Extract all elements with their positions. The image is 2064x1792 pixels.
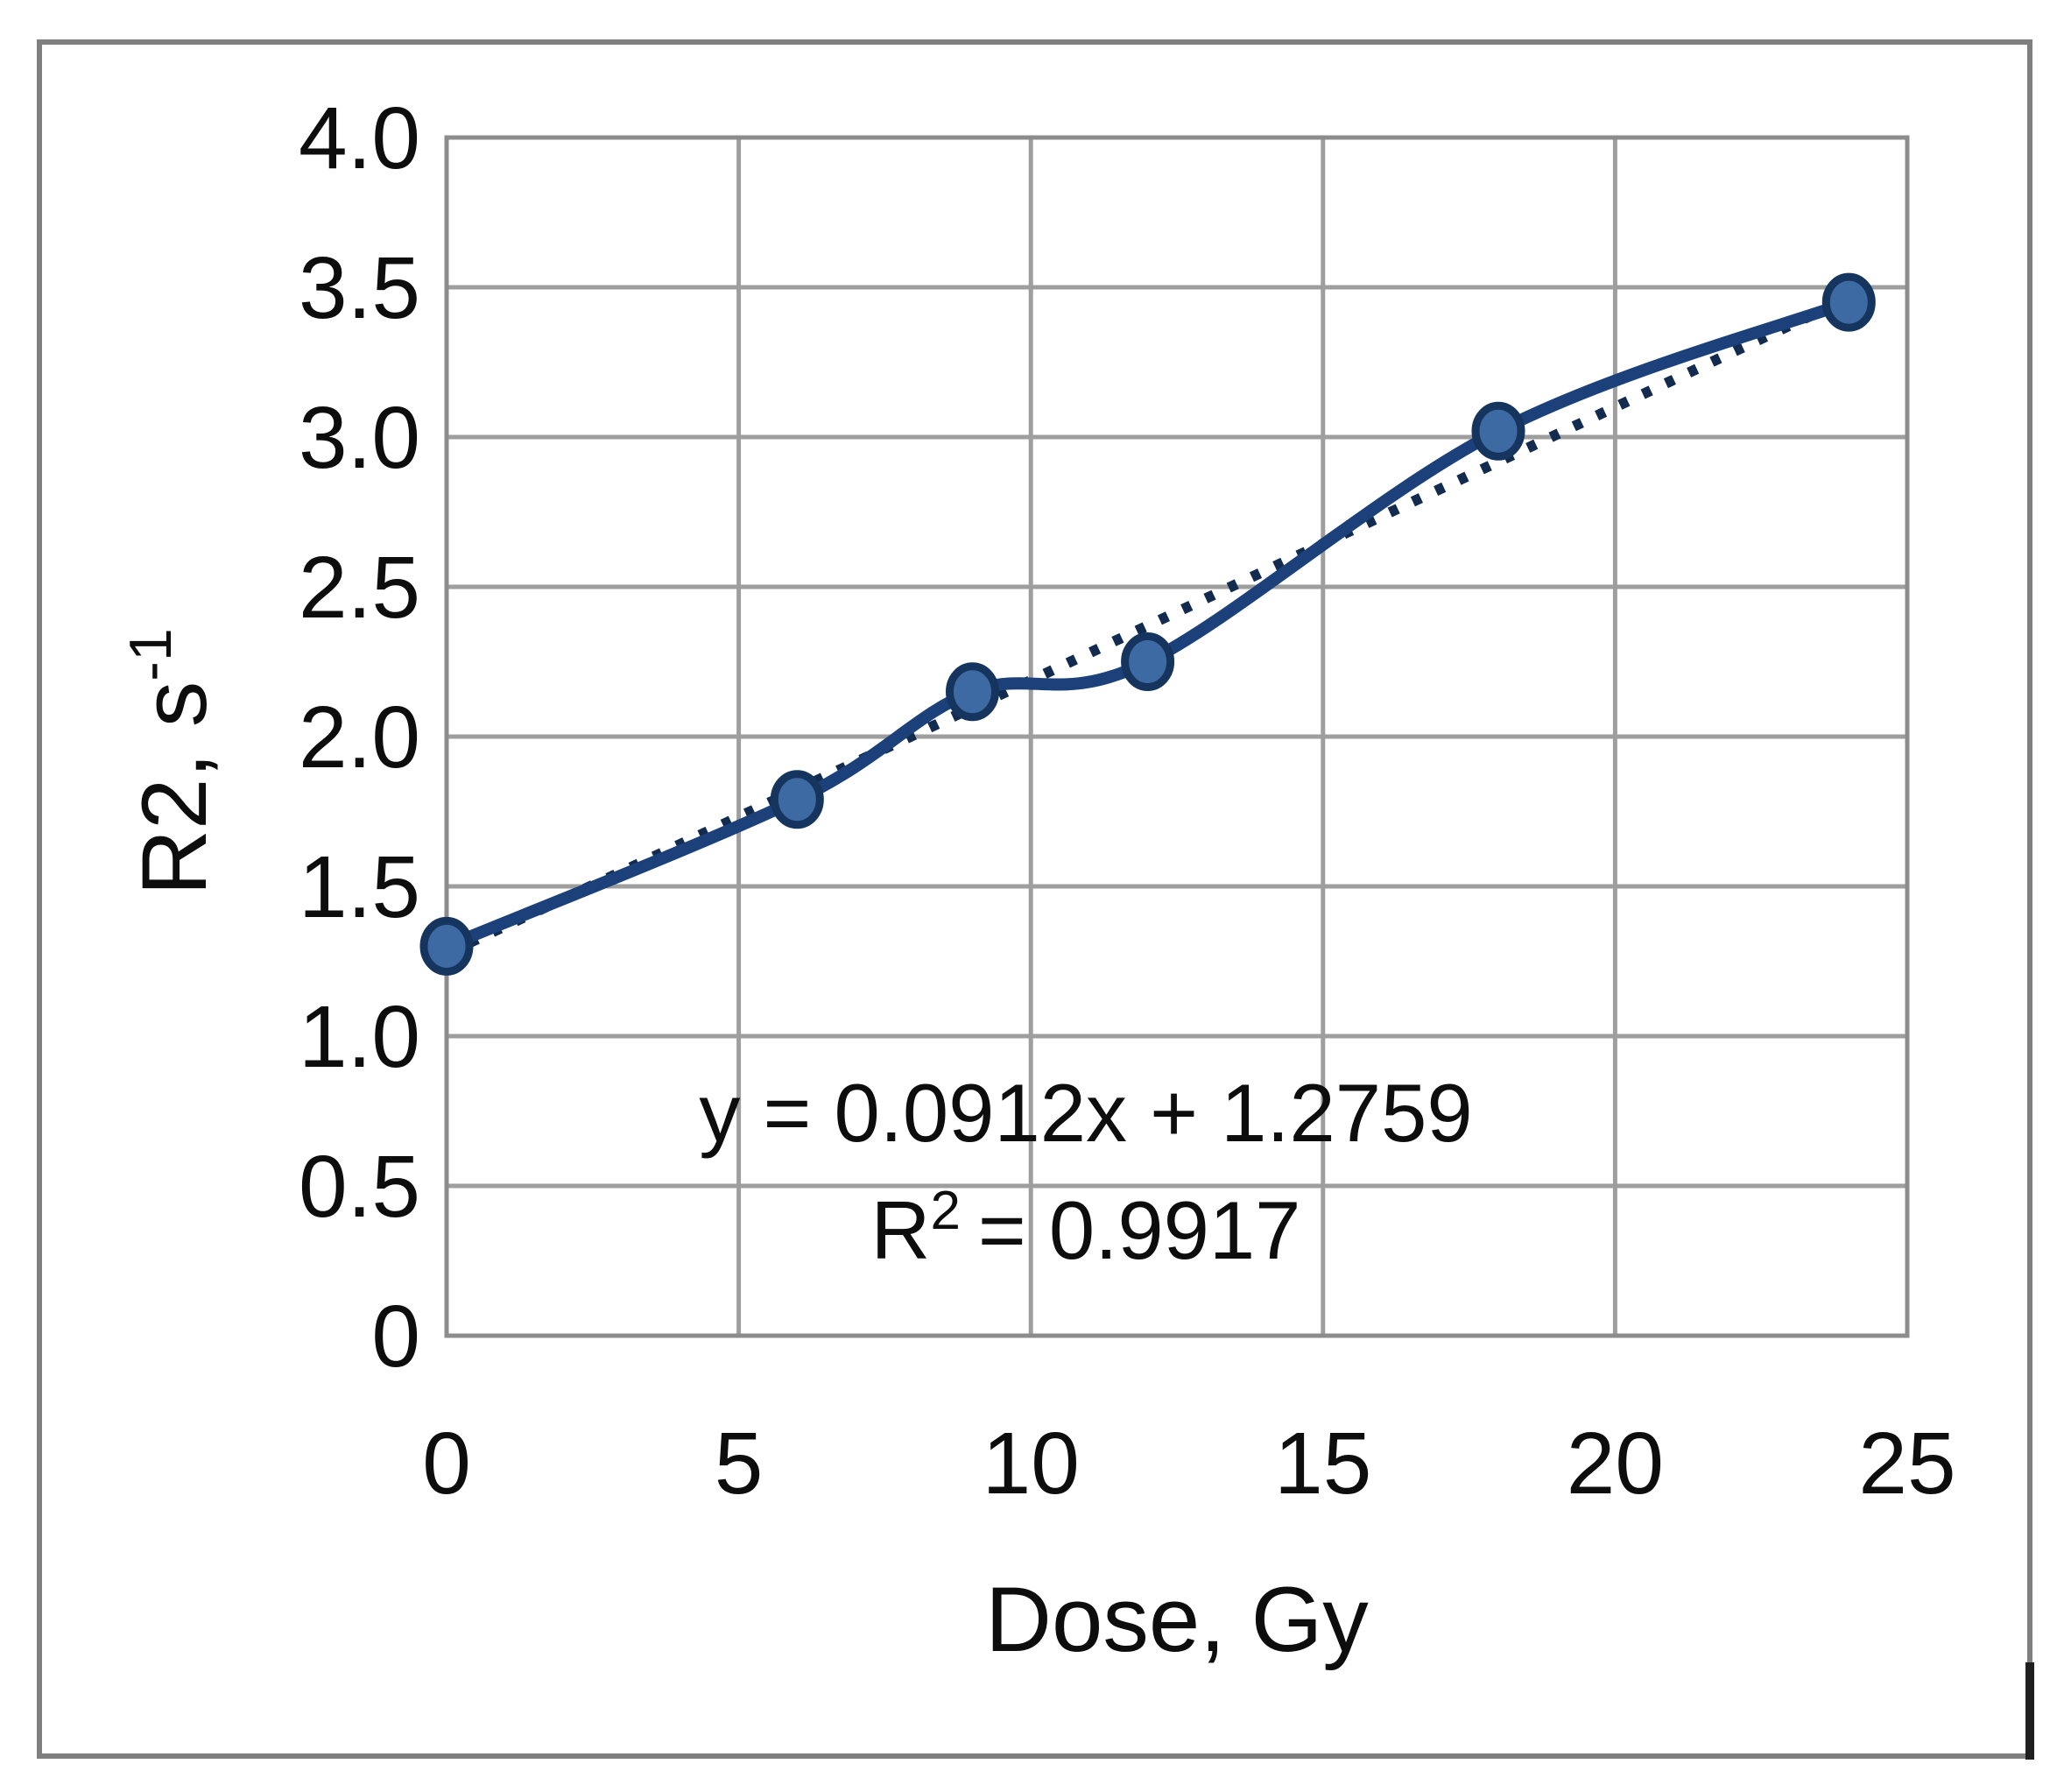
y-axis-tick-label: 3.0 [299, 389, 420, 487]
data-layer [419, 272, 1876, 976]
data-point-marker [770, 770, 824, 829]
data-point-marker [1121, 632, 1175, 691]
y-axis-tick-label: 2.5 [299, 539, 420, 637]
y-axis-tick-label: 1.5 [299, 838, 420, 936]
trendline-equation-text: y = 0.0912x + 1.2759 [699, 1067, 1472, 1159]
y-axis-tick-label: 1.0 [299, 988, 420, 1086]
gridline-layer [444, 135, 1910, 1338]
x-axis-tick-label: 5 [715, 1415, 764, 1513]
tick-label-layer: 4.0 3.5 3.0 2.5 2.0 1.5 1.0 0.5 00 5 10 15 20 25 [299, 89, 1956, 1513]
y-axis-tick-label: 0 [371, 1288, 420, 1386]
data-point-marker [946, 662, 999, 722]
series-line [440, 296, 1856, 953]
y-axis-title-superscript: -1 [117, 628, 184, 681]
x-axis-tick-label: 20 [1567, 1415, 1664, 1513]
y-axis-tick-label: 4.0 [299, 89, 420, 187]
plot-area-border [444, 135, 1910, 1338]
data-point-marker [1471, 401, 1525, 461]
r-squared-base: R [871, 1184, 931, 1276]
data-point-marker [419, 916, 474, 976]
y-axis-tick-label: 0.5 [299, 1138, 420, 1236]
x-axis-tick-label: 25 [1858, 1415, 1955, 1513]
x-axis-tick-label: 15 [1274, 1415, 1371, 1513]
trendline-r-squared-text: R2 = 0.9917 [871, 1181, 1301, 1276]
r-squared-superscript: 2 [930, 1181, 960, 1241]
x-axis-tick-label: 10 [983, 1415, 1080, 1513]
data-point-marker [1821, 272, 1876, 332]
y-axis-tick-label: 3.5 [299, 239, 420, 337]
x-axis-title: Dose, Gy [985, 1569, 1369, 1671]
y-axis-title-base: R2, s [123, 681, 226, 896]
figure-frame [37, 39, 2032, 1759]
x-axis-tick-label: 0 [422, 1415, 471, 1513]
r-squared-rest: = 0.9917 [978, 1184, 1301, 1276]
y-axis-title: R2, s-1 [117, 628, 226, 896]
y-axis-tick-label: 2.0 [299, 688, 420, 787]
